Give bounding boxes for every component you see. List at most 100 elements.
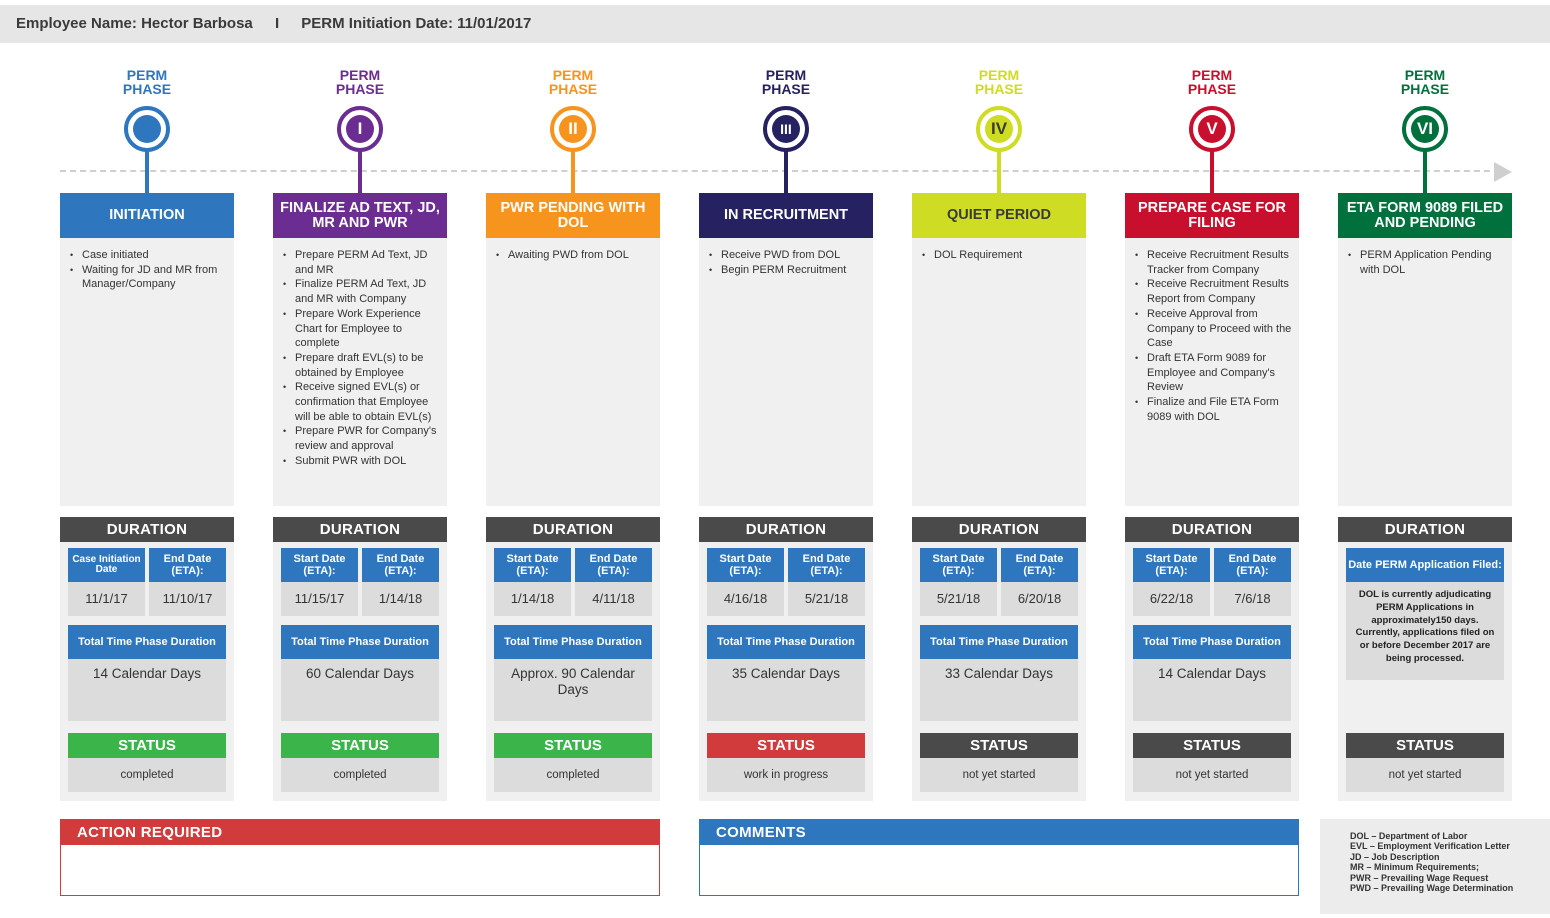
status-header: STATUS xyxy=(920,733,1078,758)
status-box: STATUS not yet started xyxy=(1133,733,1291,792)
total-duration-box: Total Time Phase Duration 35 Calendar Day… xyxy=(707,625,865,721)
end-date-label: End Date (ETA): xyxy=(1214,548,1291,582)
status-box: STATUS not yet started xyxy=(1346,733,1504,792)
phase-card: ETA FORM 9089 FILED AND PENDING PERM Appl… xyxy=(1338,193,1512,506)
duration-section: DURATION Start Date (ETA): 1/14/18 End Date… xyxy=(486,517,660,801)
date-boxes: Case Initiation Date 11/1/17 End Date (ETA… xyxy=(68,548,226,616)
status-header: STATUS xyxy=(494,733,652,758)
start-date-value: 11/15/17 xyxy=(294,591,345,606)
status-value: completed xyxy=(546,769,600,781)
phase-label-top: PERM xyxy=(1404,67,1446,83)
status-box: STATUS not yet started xyxy=(920,733,1078,792)
initiation-label: PERM Initiation Date: xyxy=(301,15,453,32)
end-date-value: 1/14/18 xyxy=(378,591,423,606)
task-item: Finalize and File ETA Form 9089 with DOL xyxy=(1135,395,1293,424)
phase-label: PERM PHASE xyxy=(912,68,1086,96)
end-date-value: 11/10/17 xyxy=(162,591,213,606)
initiation-date: 11/01/2017 xyxy=(457,15,532,32)
start-date-value: 11/1/17 xyxy=(85,591,128,606)
action-required-title: ACTION REQUIRED xyxy=(61,820,659,845)
phase-label: PERM PHASE xyxy=(486,68,660,96)
task-item: Begin PERM Recruitment xyxy=(709,263,867,278)
duration-section: DURATION Start Date (ETA): 11/15/17 End Dat… xyxy=(273,517,447,801)
filed-note: DOL is currently adjudicating PERM Appli… xyxy=(1355,589,1495,664)
end-date-value: 5/21/18 xyxy=(804,591,849,606)
duration-header: DURATION xyxy=(486,517,660,542)
phase-connector xyxy=(997,150,1001,194)
end-date-box: End Date (ETA): 6/20/18 xyxy=(1001,548,1078,616)
task-list: DOL Requirement xyxy=(912,238,1086,263)
task-item: Awaiting PWD from DOL xyxy=(496,248,654,263)
date-boxes: Start Date (ETA): 11/15/17 End Date (ETA):… xyxy=(281,548,439,616)
status-box: STATUS completed xyxy=(494,733,652,792)
end-date-box: End Date (ETA): 4/11/18 xyxy=(575,548,652,616)
total-duration-value: 60 Calendar Days xyxy=(305,666,415,681)
phase-title: PREPARE CASE FOR FILING xyxy=(1125,193,1299,238)
comments-panel[interactable]: COMMENTS xyxy=(699,819,1299,896)
status-value: completed xyxy=(120,769,174,781)
status-header: STATUS xyxy=(281,733,439,758)
status-box: STATUS completed xyxy=(68,733,226,792)
phase-column: PERMPHASEINITIATIONCase initiatedWaiting… xyxy=(60,0,234,918)
phase-title: FINALIZE AD TEXT, JD, MR AND PWR xyxy=(273,193,447,238)
total-duration-label: Total Time Phase Duration xyxy=(281,625,439,659)
phase-column: PERM PHASE I FINALIZE AD TEXT, JD, MR AND P… xyxy=(273,0,447,918)
start-date-label: Start Date (ETA): xyxy=(494,548,571,582)
task-list: Case initiatedWaiting for JD and MR from… xyxy=(60,238,234,292)
status-header: STATUS xyxy=(1133,733,1291,758)
total-duration-label: Total Time Phase Duration xyxy=(68,625,226,659)
phase-card: QUIET PERIOD DOL Requirement xyxy=(912,193,1086,506)
end-date-value: 6/20/18 xyxy=(1017,591,1062,606)
phase-connector xyxy=(784,150,788,194)
filed-date-header: Date PERM Application Filed: xyxy=(1346,548,1504,582)
phase-circle-icon: III xyxy=(763,106,809,152)
task-item: Finalize PERM Ad Text, JD and MR with Co… xyxy=(283,277,441,306)
action-required-panel[interactable]: ACTION REQUIRED xyxy=(60,819,660,896)
phase-connector xyxy=(571,150,575,194)
date-boxes: Start Date (ETA): 4/16/18 End Date (ETA): 5… xyxy=(707,548,865,616)
start-date-value: 4/16/18 xyxy=(723,591,768,606)
status-value: completed xyxy=(333,769,387,781)
phase-label: PERM PHASE xyxy=(1125,68,1299,96)
phase-title: ETA FORM 9089 FILED AND PENDING xyxy=(1338,193,1512,238)
duration-section: DURATION Start Date (ETA): 6/22/18 End Date… xyxy=(1125,517,1299,801)
phase-numeral: II xyxy=(559,115,587,143)
duration-section: DURATION Date PERM Application Filed: DOL … xyxy=(1338,517,1512,801)
timeline-arrow-icon xyxy=(1494,162,1512,182)
status-header: STATUS xyxy=(1346,733,1504,758)
phase-numeral: I xyxy=(346,115,374,143)
task-item: Prepare draft EVL(s) to be obtained by E… xyxy=(283,351,441,380)
timeline-dashed-line xyxy=(60,170,1500,172)
task-list: Receive Recruitment Results Tracker from… xyxy=(1125,238,1299,424)
duration-header: DURATION xyxy=(60,517,234,542)
status-value: not yet started xyxy=(1175,769,1249,781)
duration-section: DURATION Start Date (ETA): 5/21/18 End Date… xyxy=(912,517,1086,801)
phase-card: FINALIZE AD TEXT, JD, MR AND PWRPrepare … xyxy=(273,193,447,506)
phase-card: PREPARE CASE FOR FILING Receive Recruitme… xyxy=(1125,193,1299,506)
task-item: Receive Recruitment Results Tracker from… xyxy=(1135,248,1293,277)
total-duration-box: Total Time Phase Duration 14 Calendar Day… xyxy=(1133,625,1291,721)
task-item: Receive Approval from Company to Proceed… xyxy=(1135,307,1293,351)
phase-label: PERM PHASE xyxy=(60,68,234,96)
total-duration-value: 14 Calendar Days xyxy=(92,666,202,681)
task-list: Awaiting PWD from DOL xyxy=(486,238,660,263)
start-date-label: Start Date (ETA): xyxy=(1133,548,1210,582)
abbreviation-legend: DOL – Department of Labor EVL – Employme… xyxy=(1320,819,1550,914)
task-item: Waiting for JD and MR from Manager/Compa… xyxy=(70,263,228,292)
phase-card: IN RECRUITMENTReceive PWD from DOLBegin … xyxy=(699,193,873,506)
status-header: STATUS xyxy=(707,733,865,758)
duration-header: DURATION xyxy=(273,517,447,542)
start-date-box: Start Date (ETA): 4/16/18 xyxy=(707,548,784,616)
end-date-value: 7/6/18 xyxy=(1234,591,1271,606)
phase-label-bottom: PHASE xyxy=(122,81,172,97)
end-date-box: End Date (ETA): 5/21/18 xyxy=(788,548,865,616)
start-date-box: Start Date (ETA): 11/15/17 xyxy=(281,548,358,616)
end-date-label: End Date (ETA): xyxy=(788,548,865,582)
end-date-label: End Date (ETA): xyxy=(149,548,226,582)
date-boxes: Start Date (ETA): 6/22/18 End Date (ETA): 7… xyxy=(1133,548,1291,616)
status-value: not yet started xyxy=(1388,769,1462,781)
start-date-label: Start Date (ETA): xyxy=(920,548,997,582)
task-list: Prepare PERM Ad Text, JD and MRFinalize … xyxy=(273,238,447,469)
